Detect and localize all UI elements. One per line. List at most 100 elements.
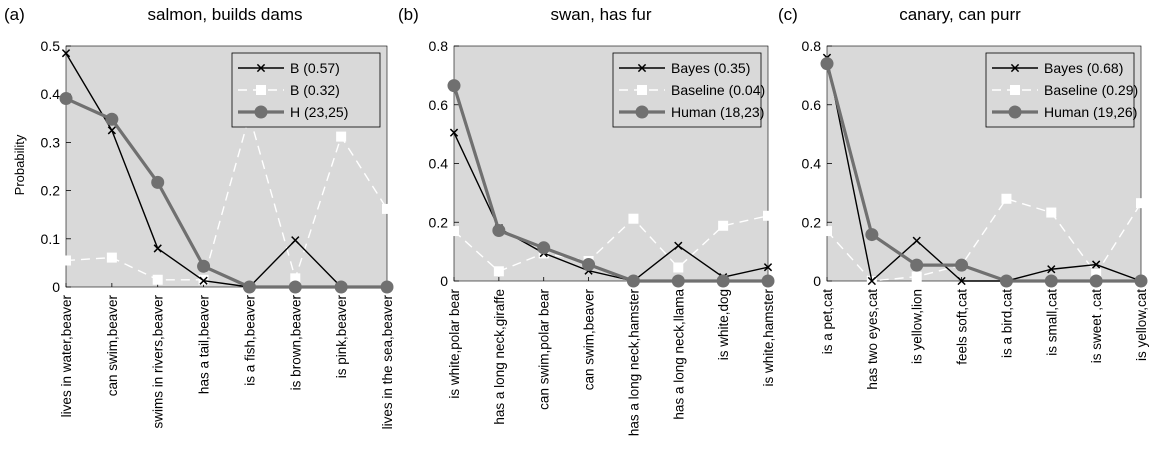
y-tick-label: 0.8 [802, 38, 822, 54]
legend-label: Human (19,26) [1044, 104, 1137, 120]
data-point [912, 236, 921, 245]
y-tick-label: 0.2 [802, 214, 822, 230]
x-tick-label: is brown,beaver [288, 295, 303, 391]
legend-entry-bayes: Bayes (0.35) [619, 60, 750, 76]
x-tick-label: is yellow,lion [910, 289, 925, 364]
y-tick-label: 0.4 [802, 156, 822, 172]
series-line [452, 85, 768, 283]
x-tick-label: can swim,polar bear [537, 289, 552, 410]
y-tick-label: 0.4 [41, 86, 61, 102]
x-tick-label: lives in water,beaver [59, 294, 74, 417]
y-axis-label: Probability [12, 134, 27, 195]
data-point [582, 258, 596, 272]
data-point [493, 266, 504, 277]
legend-marker [1008, 105, 1022, 119]
y-tick-label: 0.5 [41, 38, 61, 54]
chart-title: swan, has fur [550, 5, 651, 24]
x-tick-label: has a tail,beaver [197, 294, 212, 394]
data-point [716, 274, 730, 288]
legend-entry-bayes: Bayes (0.68) [992, 60, 1123, 76]
panel-label: (b) [398, 5, 419, 24]
legend-label: Human (18,23) [671, 104, 764, 120]
y-tick-label: 0 [813, 273, 821, 289]
x-tick-label: is sweet ,cat [1089, 289, 1104, 364]
data-point [197, 259, 211, 273]
y-tick-label: 0.2 [429, 214, 449, 230]
data-point [61, 255, 71, 266]
data-point [911, 271, 922, 282]
legend-label: H (23,25) [290, 104, 348, 120]
data-point [447, 79, 461, 93]
series-human [447, 79, 775, 288]
legend-label: B (0.57) [290, 60, 340, 76]
legend-entry-human: Human (18,23) [619, 104, 764, 120]
legend-label: Bayes (0.68) [1044, 60, 1123, 76]
data-point [626, 274, 640, 288]
data-point [822, 226, 832, 237]
y-tick-label: 0.3 [41, 134, 61, 150]
legend-entry-human: Human (19,26) [992, 104, 1137, 120]
data-point [106, 252, 117, 263]
data-point [199, 276, 208, 285]
series-human [59, 92, 394, 294]
data-point [718, 220, 729, 231]
data-point [955, 258, 969, 272]
data-point [105, 112, 119, 126]
legend: Bayes (0.35) Baseline (0.04) Human (18,23) [612, 52, 765, 128]
y-tick-label: 0 [440, 273, 448, 289]
legend-entry-baseline: Baseline (0.29) [992, 82, 1138, 98]
legend-label: Baseline (0.04) [671, 82, 765, 98]
data-point [761, 274, 775, 288]
legend-entry-baseline: Baseline (0.04) [619, 82, 765, 98]
data-point [152, 274, 163, 285]
chart-title: canary, can purr [899, 5, 1021, 24]
data-point [334, 280, 348, 294]
series-line [65, 114, 388, 281]
legend: B (0.57) B (0.32) H (23,25) [231, 52, 381, 128]
legend-marker [1010, 63, 1020, 73]
panel-a: (a) salmon, builds dams Probability 0 0.1… [4, 5, 395, 429]
y-tick-label: 0.6 [802, 97, 822, 113]
legend-marker [256, 85, 266, 95]
x-tick-label: is white,polar bear [447, 289, 462, 399]
legend-label: Baseline (0.29) [1044, 82, 1138, 98]
x-tick-label: is white,dog [716, 289, 731, 360]
x-tick-label: feels soft,cat [955, 289, 970, 365]
data-point [288, 280, 302, 294]
data-point [628, 213, 639, 224]
legend-entry-human: H (23,25) [238, 104, 348, 120]
data-point [492, 223, 506, 237]
data-point [290, 273, 301, 284]
y-tick-label: 0.2 [41, 183, 61, 199]
data-point [1047, 265, 1056, 274]
data-point [107, 126, 116, 135]
x-tick-label: is yellow,cat [1134, 289, 1149, 361]
y-tick-label: 0.1 [41, 231, 61, 247]
data-point [671, 274, 685, 288]
series-line [453, 215, 769, 273]
x-tick-label: swims in rivers,beaver [151, 294, 166, 428]
data-point [673, 262, 684, 273]
data-point [382, 203, 392, 214]
panel-label: (a) [4, 5, 25, 24]
data-point [151, 175, 165, 189]
data-point [1092, 260, 1101, 269]
y-tick-label: 0 [52, 279, 60, 295]
data-point [999, 274, 1013, 288]
x-tick-label: is white,hamster [761, 289, 776, 387]
legend: Bayes (0.68) Baseline (0.29) Human (19,26) [985, 52, 1138, 128]
data-point [910, 258, 924, 272]
legend-marker [635, 105, 649, 119]
series-line [826, 198, 1142, 282]
series-human [820, 57, 1148, 288]
data-point [336, 131, 347, 142]
data-point [674, 241, 683, 250]
x-tick-label: is small,cat [1044, 289, 1059, 356]
x-tick-label: lives in the sea,beaver [380, 294, 395, 429]
data-point [763, 210, 773, 221]
legend-marker [254, 105, 268, 119]
data-point [61, 49, 71, 58]
data-point [763, 263, 773, 272]
data-point [242, 280, 256, 294]
x-tick-label: is a fish,beaver [242, 294, 257, 385]
